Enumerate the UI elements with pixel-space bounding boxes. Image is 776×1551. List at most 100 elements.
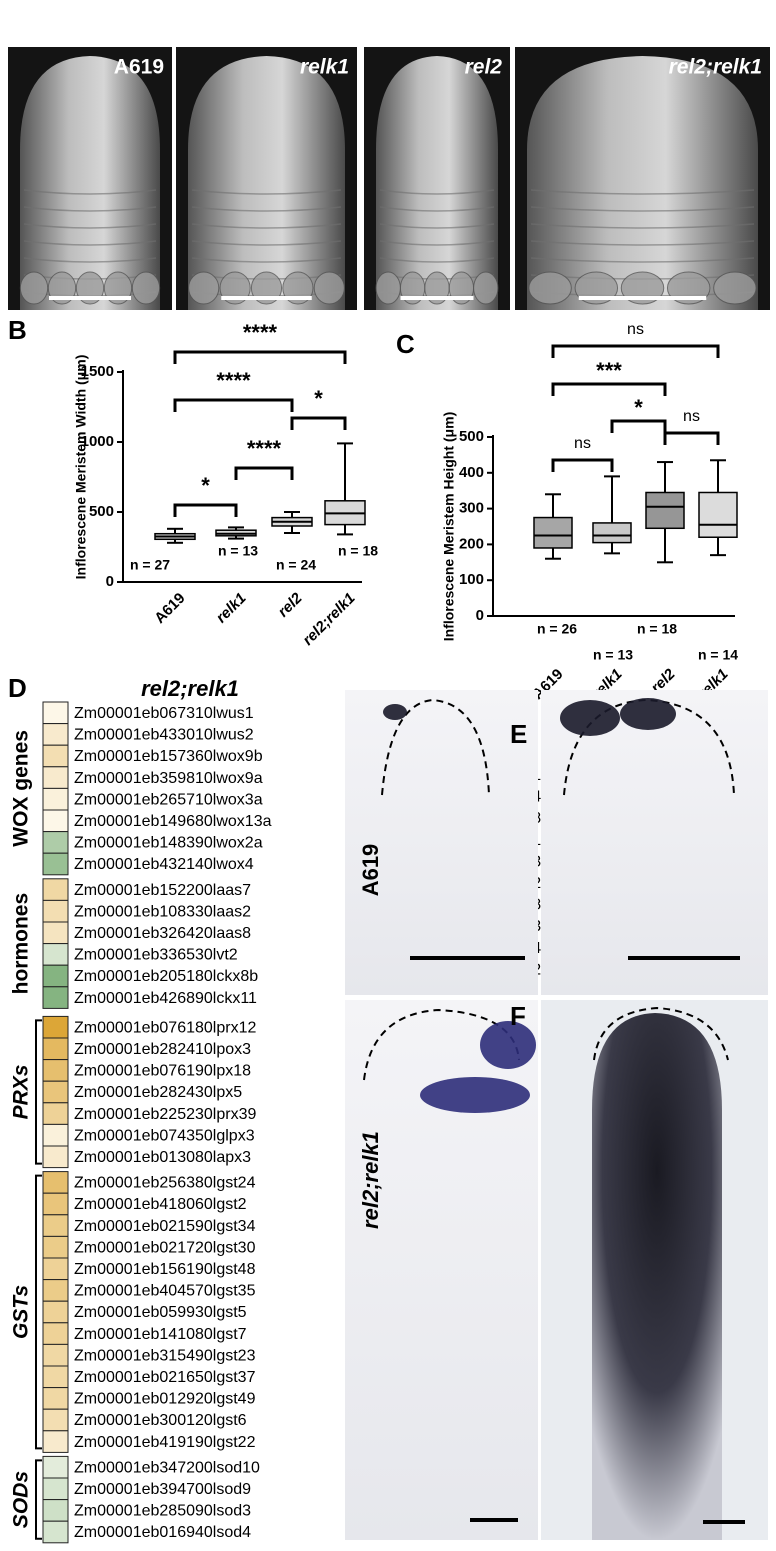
gene-label: Zm00001eb419190lgst22 bbox=[74, 1434, 256, 1451]
heatmap-cell bbox=[42, 1171, 69, 1194]
n-label: n = 26 bbox=[537, 621, 577, 637]
heatmap-cell bbox=[42, 766, 69, 789]
meristem bbox=[376, 56, 498, 310]
gene-label: Zm00001eb285090lsod3 bbox=[74, 1503, 251, 1520]
heatmap-cell bbox=[42, 1080, 69, 1104]
dome-outline bbox=[593, 1006, 729, 1061]
heatmap-cell bbox=[42, 852, 69, 876]
significance-bracket bbox=[173, 350, 347, 364]
heatmap-cell bbox=[42, 1145, 69, 1169]
texture bbox=[191, 206, 342, 212]
texture bbox=[191, 240, 342, 246]
heatmap-cell bbox=[42, 1499, 69, 1522]
heatmap-cell bbox=[42, 1192, 69, 1216]
texture bbox=[23, 240, 157, 246]
primordium bbox=[19, 271, 49, 305]
texture bbox=[379, 206, 495, 212]
genotype-label: A619 bbox=[358, 844, 383, 897]
box bbox=[698, 491, 738, 538]
significance-label: * bbox=[201, 473, 210, 498]
significance-bracket bbox=[173, 398, 294, 412]
heatmap-cell bbox=[42, 701, 69, 725]
genotype-label: rel2 bbox=[465, 56, 503, 79]
primordium bbox=[473, 271, 499, 305]
significance-label: ns bbox=[683, 408, 700, 425]
heatmap-cell bbox=[42, 1235, 69, 1259]
texture bbox=[379, 223, 495, 229]
n-label: n = 24 bbox=[276, 557, 316, 573]
y-tick-label: 100 bbox=[459, 571, 484, 588]
heatmap-cell bbox=[42, 1037, 69, 1061]
n-label: n = 27 bbox=[130, 557, 170, 573]
panel-letter: F bbox=[510, 1001, 526, 1031]
genotype-label: rel2;relk1 bbox=[669, 56, 762, 79]
texture bbox=[530, 189, 755, 195]
significance-label: ns bbox=[574, 435, 591, 452]
gene-label: Zm00001eb256380lgst24 bbox=[74, 1175, 256, 1192]
significance-bracket bbox=[551, 382, 667, 396]
gene-label: Zm00001eb021650lgst37 bbox=[74, 1369, 256, 1386]
group-label: hormones bbox=[10, 893, 33, 995]
group-bracket bbox=[35, 1019, 42, 1165]
y-tick-label: 500 bbox=[459, 428, 484, 445]
group-label: PRXs bbox=[10, 1065, 33, 1120]
significance-bracket bbox=[551, 344, 720, 358]
gene-label: Zm00001eb282410lpox3 bbox=[74, 1041, 251, 1058]
x-tick-label: A619 bbox=[151, 590, 188, 627]
significance-bracket bbox=[173, 503, 238, 517]
heatmap-cell bbox=[42, 723, 69, 746]
sem-image: relk1 bbox=[176, 47, 357, 310]
significance-label: **** bbox=[216, 368, 251, 393]
texture bbox=[191, 223, 342, 229]
gene-label: Zm00001eb076190lpx18 bbox=[74, 1063, 251, 1080]
texture bbox=[191, 189, 342, 195]
meristem bbox=[20, 56, 160, 310]
heatmap-cell bbox=[42, 1387, 69, 1410]
heatmap-cell bbox=[42, 986, 69, 1009]
heatmap-cell bbox=[42, 1455, 69, 1479]
gene-label: Zm00001eb141080lgst7 bbox=[74, 1326, 247, 1343]
dome-outline bbox=[363, 1008, 520, 1081]
gene-label: Zm00001eb282430lpx5 bbox=[74, 1084, 242, 1101]
gene-label: Zm00001eb152200laas7 bbox=[74, 882, 251, 899]
heatmap-cell bbox=[42, 943, 69, 966]
primordium bbox=[131, 271, 161, 305]
significance-bracket bbox=[551, 458, 614, 472]
image-background bbox=[345, 690, 538, 995]
box bbox=[645, 491, 685, 530]
y-tick-label: 1000 bbox=[81, 433, 114, 450]
heatmap-cell bbox=[42, 1365, 69, 1389]
heatmap-cell bbox=[42, 899, 69, 923]
gene-label: Zm00001eb326420laas8 bbox=[74, 925, 251, 942]
heatmap-cell bbox=[42, 878, 69, 901]
y-tick-label: 0 bbox=[106, 573, 114, 590]
panel-letter: C bbox=[396, 329, 415, 359]
gene-label: Zm00001eb157360lwox9b bbox=[74, 748, 263, 765]
gene-label: Zm00001eb074350lglpx3 bbox=[74, 1127, 255, 1144]
gene-label: Zm00001eb059930lgst5 bbox=[74, 1304, 247, 1321]
heatmap-cell bbox=[42, 1408, 69, 1432]
group-label: GSTs bbox=[10, 1285, 33, 1339]
significance-label: ns bbox=[627, 321, 644, 338]
heatmap-cell bbox=[42, 1059, 69, 1082]
texture bbox=[379, 240, 495, 246]
heatmap-cell bbox=[42, 787, 69, 811]
gene-label: Zm00001eb021720lgst30 bbox=[74, 1239, 256, 1256]
texture bbox=[23, 206, 157, 212]
stain bbox=[560, 700, 620, 736]
x-tick-label: relk1 bbox=[213, 590, 250, 627]
heatmap-cell bbox=[42, 1279, 69, 1302]
gene-label: Zm00001eb016940lsod4 bbox=[74, 1524, 251, 1541]
gene-label: Zm00001eb426890lckx11 bbox=[74, 990, 257, 1007]
texture bbox=[191, 257, 342, 263]
significance-bracket bbox=[234, 466, 294, 480]
texture bbox=[530, 206, 755, 212]
gene-label: Zm00001eb156190lgst48 bbox=[74, 1261, 256, 1278]
gene-label: Zm00001eb148390lwox2a bbox=[74, 835, 263, 852]
gene-label: Zm00001eb225230lprx39 bbox=[74, 1106, 256, 1123]
primordium bbox=[528, 271, 572, 305]
significance-label: **** bbox=[247, 436, 282, 461]
x-tick-label: rel2 bbox=[275, 589, 306, 620]
